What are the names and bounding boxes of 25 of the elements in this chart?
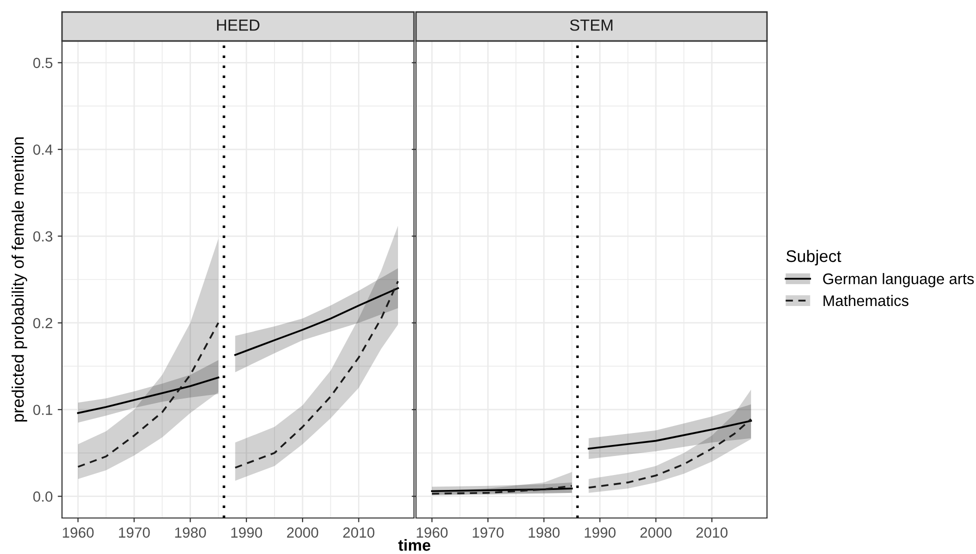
x-tick-label: 1990 [584, 527, 616, 538]
y-tick-label: 0.0 [33, 491, 52, 502]
x-tick-label: 2010 [343, 527, 374, 538]
x-tick-label: 2000 [640, 527, 672, 538]
chart-title: STEM [570, 19, 612, 31]
legend-label: Mathematics [824, 294, 908, 306]
x-tick-label: 2000 [287, 527, 318, 538]
x-axis-title: time [398, 539, 430, 551]
chart-title: HEED [217, 20, 260, 31]
x-tick-label: 1970 [119, 527, 150, 538]
x-tick-label: 1980 [175, 527, 206, 538]
x-tick-label: 1990 [231, 527, 262, 538]
x-tick-label: 2010 [696, 527, 728, 538]
y-axis-title: predicted probability of female mention [12, 137, 28, 422]
y-tick-label: 0.4 [33, 144, 53, 155]
y-tick-label: 0.3 [33, 231, 52, 242]
x-tick-label: 1960 [416, 527, 448, 538]
legend-label: German language arts [823, 273, 974, 288]
y-tick-label: 0.2 [33, 318, 52, 328]
x-tick-label: 1980 [528, 527, 560, 538]
y-tick-label: 0.5 [33, 58, 52, 68]
x-tick-label: 1970 [472, 527, 504, 538]
legend-title: Subject [786, 250, 842, 266]
x-tick-label: 1960 [62, 527, 94, 538]
y-tick-label: 0.1 [33, 404, 52, 416]
